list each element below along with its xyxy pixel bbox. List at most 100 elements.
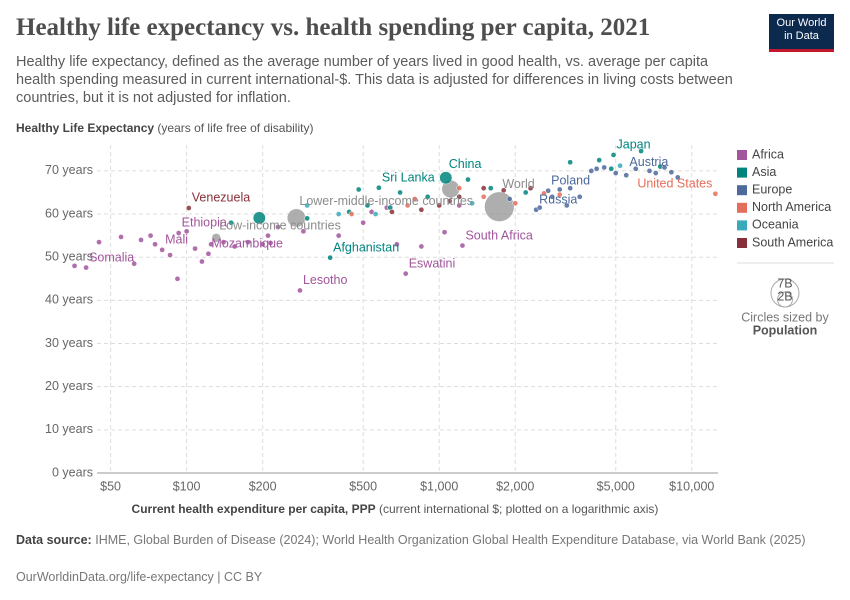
footer-source: Data source: IHME, Global Burden of Dise… (16, 533, 806, 548)
point (456, 202, 463, 209)
point (506, 196, 513, 202)
point (185, 205, 192, 211)
legend-swatch (737, 202, 747, 213)
logo-line: in Data (784, 30, 819, 42)
point (527, 185, 534, 192)
point (152, 241, 158, 248)
point (348, 211, 355, 217)
point (608, 165, 615, 172)
point-label: Lower-middle-income countries (299, 194, 473, 208)
point-label: World (502, 177, 534, 191)
bubble (211, 233, 221, 243)
bubble (439, 171, 453, 185)
point (231, 243, 238, 250)
legend-swatch (737, 150, 747, 160)
point (652, 170, 659, 176)
legend-label: Africa (752, 147, 784, 161)
y-tick-label: 50 years (45, 250, 93, 264)
point (335, 232, 342, 239)
point (394, 241, 400, 248)
legend-label: Europe (752, 182, 792, 196)
point (192, 245, 198, 252)
point-label: Sri Lanka (382, 170, 435, 184)
point-label: Ethiopia (182, 216, 227, 230)
point (487, 185, 494, 192)
point (541, 190, 547, 197)
point-label: Poland (551, 173, 590, 187)
legend-label: Asia (752, 165, 776, 179)
y-axis-label: Healthy Life Expectancy (16, 121, 155, 135)
point-label: Mozambique (211, 236, 283, 250)
point (138, 237, 144, 243)
point (556, 191, 563, 198)
logo[interactable]: Our World in Data (769, 14, 834, 52)
point (372, 211, 379, 217)
point (402, 270, 409, 277)
point (327, 254, 333, 261)
point (480, 185, 487, 192)
point (397, 189, 403, 196)
legend-label: North America (752, 200, 831, 214)
point (646, 168, 653, 174)
point (71, 262, 78, 269)
point (183, 228, 190, 235)
point (549, 193, 555, 200)
point (159, 247, 165, 253)
point (265, 232, 271, 239)
point (118, 234, 124, 240)
point (300, 228, 307, 235)
point (456, 193, 463, 200)
point-label: Russia (539, 192, 577, 206)
point (436, 202, 443, 209)
point (459, 242, 466, 249)
point-label: Lesotho (303, 273, 348, 287)
point-label: Low-income countries (219, 219, 341, 233)
legend-label: Oceania (752, 218, 799, 232)
point (199, 258, 205, 265)
point (556, 186, 563, 193)
point (364, 202, 371, 209)
footer-url[interactable]: OurWorldinData.org/life-expectancy | CC … (16, 570, 263, 584)
point-label: Somalia (89, 250, 134, 264)
x-tick-label: $10,000 (669, 479, 714, 493)
x-tick-label: $50 (100, 479, 121, 493)
x-axis-title: Current health expenditure per capita, P… (0, 502, 790, 516)
point (220, 239, 227, 245)
point (522, 189, 529, 196)
point (228, 219, 234, 226)
x-tick-label: $200 (249, 479, 277, 493)
point (545, 187, 552, 194)
point (610, 152, 617, 158)
point (623, 172, 630, 179)
point (275, 224, 281, 230)
point (576, 193, 583, 200)
y-tick-label: 10 years (45, 422, 93, 436)
point (411, 196, 418, 202)
point (500, 187, 507, 194)
point (167, 252, 173, 258)
point (465, 176, 471, 183)
y-tick-label: 20 years (45, 379, 93, 393)
bubble (252, 211, 266, 225)
point (424, 193, 431, 200)
point (389, 209, 395, 215)
y-axis-title: Healthy Life Expectancy (years of life f… (16, 121, 313, 135)
x-axis-note: (current international $; plotted on a l… (378, 502, 659, 516)
point-label: Eswatini (409, 256, 456, 270)
logo-line: Our World (776, 17, 827, 29)
point (593, 165, 600, 172)
point-label: Afghanistan (333, 240, 399, 254)
x-tick-label: $1,000 (420, 479, 458, 493)
point (596, 157, 603, 163)
point (267, 240, 274, 246)
point (297, 287, 303, 294)
point (175, 230, 182, 236)
point (304, 202, 310, 209)
point (661, 164, 668, 171)
point (335, 211, 342, 217)
point (601, 164, 608, 171)
point (376, 184, 382, 191)
point (441, 229, 448, 236)
